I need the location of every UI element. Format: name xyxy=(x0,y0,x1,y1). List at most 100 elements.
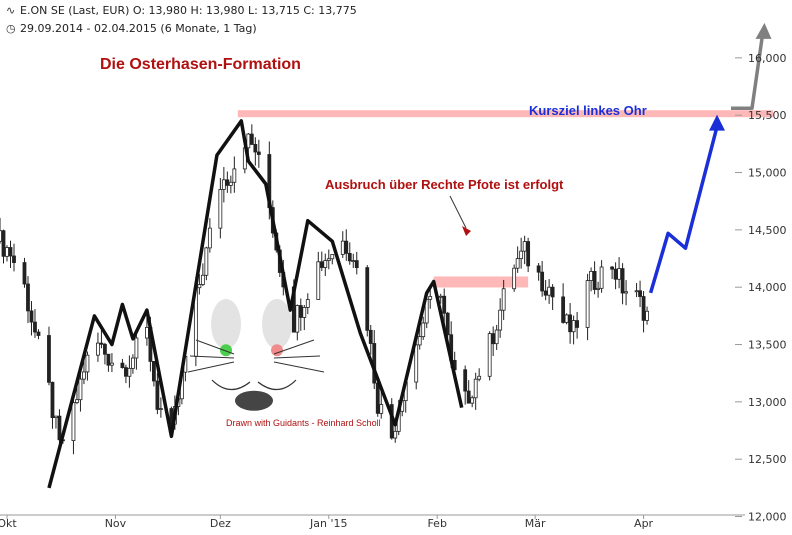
y-tick-label: 16,000 xyxy=(748,52,787,65)
candle xyxy=(571,315,576,345)
candle xyxy=(151,361,156,387)
bunny-eye-socket-right xyxy=(262,299,292,349)
candle xyxy=(543,280,548,301)
candle xyxy=(145,316,149,346)
candle-body xyxy=(589,271,594,281)
candle xyxy=(22,257,27,288)
candle-body xyxy=(155,380,160,410)
bunny-whisker xyxy=(189,355,235,359)
y-tick-label: 15,000 xyxy=(748,167,787,180)
bunny-whisker xyxy=(273,355,321,359)
candle-body xyxy=(421,322,426,338)
candle-body xyxy=(85,354,90,373)
candle xyxy=(473,372,478,410)
candle-body xyxy=(564,314,569,323)
candle-body xyxy=(0,230,2,242)
candle-body xyxy=(295,305,300,333)
candle-body xyxy=(540,271,545,292)
candle-body xyxy=(120,362,125,368)
candle xyxy=(8,240,13,268)
target-arrowhead xyxy=(709,114,726,131)
candle-body xyxy=(487,333,492,377)
candle-body xyxy=(340,240,345,255)
candle xyxy=(354,251,359,275)
candle xyxy=(347,242,352,265)
candle xyxy=(515,246,520,273)
candle-body xyxy=(26,283,30,312)
pattern-title: Die Osterhasen-Formation xyxy=(100,56,301,73)
candle xyxy=(463,365,468,405)
candle xyxy=(26,276,30,324)
candle xyxy=(96,332,100,362)
candle-body xyxy=(344,240,349,254)
candle-body xyxy=(543,290,548,296)
candle-body xyxy=(36,331,41,336)
resistance-zone xyxy=(237,110,773,118)
candle xyxy=(127,355,132,388)
candle xyxy=(501,279,506,320)
candle-body xyxy=(645,310,649,321)
candle xyxy=(249,124,254,146)
candle xyxy=(207,218,212,253)
candle-body xyxy=(134,337,139,359)
candle xyxy=(110,353,114,373)
candle-body xyxy=(438,295,443,298)
candle xyxy=(494,324,499,350)
candle-body xyxy=(526,241,531,267)
candle-body xyxy=(302,307,307,318)
candle xyxy=(442,288,447,326)
candle-body xyxy=(158,408,163,410)
x-tick-label: Nov xyxy=(105,517,127,530)
candle-body xyxy=(127,367,132,377)
breakout-annotation: Ausbruch über Rechte Pfote ist erfolgt xyxy=(325,177,564,192)
candle-body xyxy=(106,353,111,366)
candle-body xyxy=(232,168,237,183)
candle xyxy=(319,251,324,272)
candle-body xyxy=(491,333,496,345)
candle xyxy=(0,217,2,244)
candle xyxy=(232,156,237,193)
candle-body xyxy=(568,314,573,333)
candle xyxy=(155,373,160,415)
candle-body xyxy=(1,230,6,257)
candle-body xyxy=(78,378,83,401)
candle-body xyxy=(131,357,135,369)
candle xyxy=(487,331,492,381)
candle xyxy=(645,306,649,325)
candle-body xyxy=(547,286,552,296)
candle-body xyxy=(221,179,226,190)
candle xyxy=(103,342,107,365)
candle-body xyxy=(442,295,447,314)
candle xyxy=(536,262,541,281)
candle xyxy=(564,313,569,325)
candle-body xyxy=(12,255,16,263)
candle-body xyxy=(218,189,223,229)
candle-body xyxy=(613,268,618,280)
candle-body xyxy=(82,371,86,380)
candle-body xyxy=(249,133,254,145)
candle xyxy=(99,329,104,349)
candle-body xyxy=(8,247,13,257)
candle xyxy=(540,260,545,297)
bunny-face xyxy=(187,299,325,411)
candle xyxy=(228,175,233,194)
candle-body xyxy=(494,329,499,345)
chart-icon: ∿ xyxy=(6,4,16,17)
candle xyxy=(29,301,34,336)
candle-body xyxy=(617,268,621,280)
candle-body xyxy=(207,227,212,249)
candle xyxy=(323,253,328,276)
candle-body xyxy=(75,399,79,403)
candle-body xyxy=(246,133,251,149)
candle xyxy=(589,267,594,292)
x-tick-label: Mär xyxy=(525,517,546,530)
candle-body xyxy=(57,415,62,441)
target-annotation: Kursziel linkes Ohr xyxy=(529,103,647,118)
y-tick-label: 15,500 xyxy=(748,109,787,122)
candle xyxy=(568,303,573,344)
candle-body xyxy=(624,291,628,294)
candle-body xyxy=(585,280,590,328)
candle xyxy=(5,245,9,262)
candle-body xyxy=(561,296,566,323)
candle xyxy=(75,387,79,405)
